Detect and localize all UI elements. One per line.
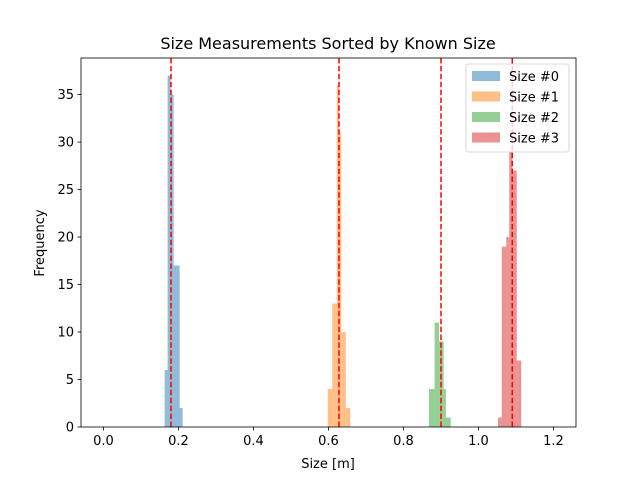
histogram-bar <box>445 417 451 427</box>
x-tick-label: 1.2 <box>543 434 564 449</box>
y-tick-label: 30 <box>57 136 74 151</box>
histogram-bar <box>167 75 171 427</box>
histogram-bar <box>164 370 168 427</box>
histogram-bar <box>176 265 180 427</box>
histogram-bar <box>509 151 513 427</box>
histogram-bar <box>336 85 339 427</box>
legend-swatch <box>472 71 500 81</box>
x-tick-label: 1.0 <box>468 434 489 449</box>
x-tick-label: 0.6 <box>318 434 339 449</box>
legend-swatch <box>472 112 500 122</box>
legend-box <box>465 63 570 153</box>
legend-swatch <box>472 91 500 102</box>
series-3-bars <box>498 151 522 428</box>
legend-entry-label: Size #2 <box>509 111 559 126</box>
y-tick-label: 35 <box>57 88 74 103</box>
y-tick-label: 25 <box>57 183 74 198</box>
x-tick-label: 0.4 <box>243 434 264 449</box>
y-tick-label: 15 <box>57 278 74 293</box>
chart-title: Size Measurements Sorted by Known Size <box>160 34 495 53</box>
x-tick-label: 0.0 <box>93 434 114 449</box>
y-tick-label: 5 <box>66 373 74 388</box>
series-0-bars <box>164 75 183 427</box>
y-tick-label: 0 <box>66 421 74 436</box>
histogram-bar <box>501 246 507 427</box>
plot-area: 0.0 0.2 0.4 0.6 0.8 1.0 1.2 0 5 10 15 20 25 30 35 Size … <box>57 57 577 449</box>
legend: Size #0 Size #1 Size #2 Size #3 <box>465 63 570 153</box>
legend-swatch <box>472 132 500 143</box>
histogram-bar <box>332 303 337 427</box>
histogram-bar <box>345 408 351 427</box>
histogram-bar <box>429 389 435 427</box>
histogram-bar <box>512 170 517 428</box>
legend-entry-label: Size #0 <box>509 70 559 85</box>
histogram-bar <box>506 237 510 427</box>
histogram-bar <box>179 408 183 427</box>
histogram-bar <box>341 332 346 427</box>
histogram-bar <box>170 94 174 427</box>
legend-entry-label: Size #1 <box>509 91 559 106</box>
series-1-bars <box>327 85 351 427</box>
histogram-bar <box>327 389 333 427</box>
y-tick-label: 20 <box>57 231 74 246</box>
x-tick-label: 0.8 <box>393 434 414 449</box>
x-tick-label: 0.2 <box>168 434 189 449</box>
y-axis-label: Frequency <box>33 209 48 276</box>
histogram-bar <box>516 360 522 427</box>
legend-entry-label: Size #3 <box>509 132 559 147</box>
histogram-bar <box>339 132 342 427</box>
histogram-bar <box>498 417 502 427</box>
histogram-bar <box>434 322 440 427</box>
y-tick-label: 10 <box>57 326 74 341</box>
histogram-bar <box>443 389 446 427</box>
histogram-bar <box>173 265 177 427</box>
x-axis-label: Size [m] <box>301 457 355 472</box>
